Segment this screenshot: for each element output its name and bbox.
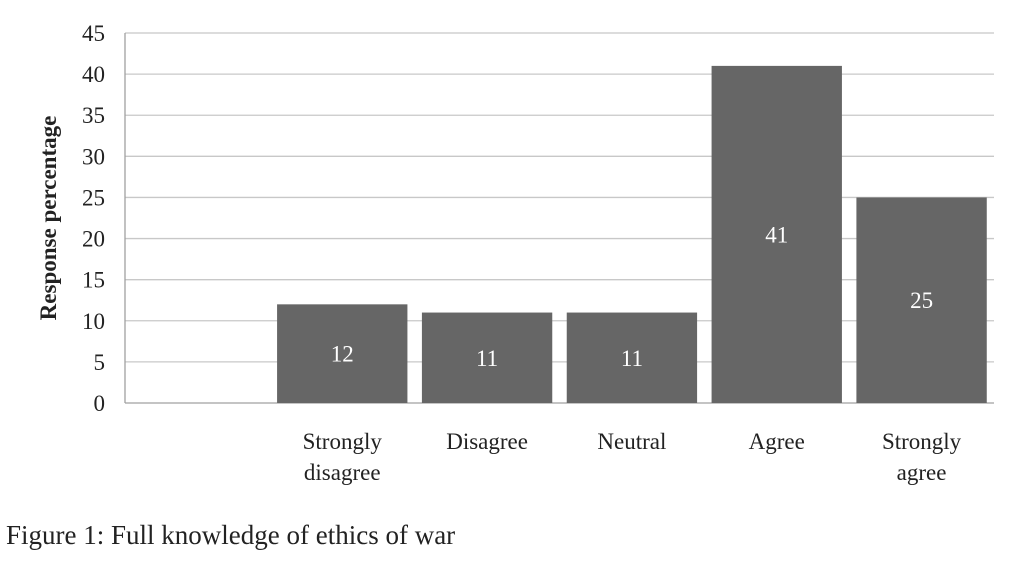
bars (277, 65, 987, 403)
x-tick-label: Disagree (446, 429, 528, 454)
y-tick-labels: 0 5 10 15 20 25 30 35 40 45 (82, 21, 105, 416)
bar (856, 197, 987, 403)
y-axis-title: Response percentage (36, 116, 61, 321)
x-tick-label: Agree (749, 429, 805, 454)
y-tick-label: 10 (82, 309, 105, 334)
x-tick-label: Strongly agree (882, 429, 962, 485)
gridlines (124, 32, 994, 404)
y-tick-label: 40 (82, 62, 105, 87)
bar (566, 312, 698, 403)
y-tick-label: 45 (82, 21, 105, 46)
x-tick-label: Neutral (597, 429, 666, 454)
x-tick-label: Strongly disagree (303, 429, 383, 485)
y-tick-label: 5 (94, 350, 106, 375)
y-tick-label: 15 (82, 268, 105, 293)
y-tick-label: 20 (82, 227, 105, 252)
bar-value-label: 41 (765, 222, 788, 247)
bar-value-label: 11 (621, 346, 643, 371)
figure-caption: Figure 1: Full knowledge of ethics of wa… (6, 520, 456, 550)
y-tick-label: 35 (82, 103, 105, 128)
bar-chart: 0 5 10 15 20 25 30 35 40 45 12 11 11 41 25 Strongly di… (36, 21, 994, 485)
bar-value-label: 25 (910, 288, 933, 313)
bar (277, 304, 408, 403)
bar-value-label: 11 (476, 346, 498, 371)
y-tick-label: 0 (94, 391, 106, 416)
bar (421, 312, 553, 403)
bar-value-labels: 12 11 11 41 25 (331, 222, 933, 370)
x-tick-labels: Strongly disagree Disagree Neutral Agree Stro… (303, 429, 962, 485)
y-tick-label: 30 (82, 144, 105, 169)
bar (711, 65, 842, 403)
y-tick-label: 25 (82, 185, 105, 210)
bar-value-label: 12 (331, 342, 354, 367)
